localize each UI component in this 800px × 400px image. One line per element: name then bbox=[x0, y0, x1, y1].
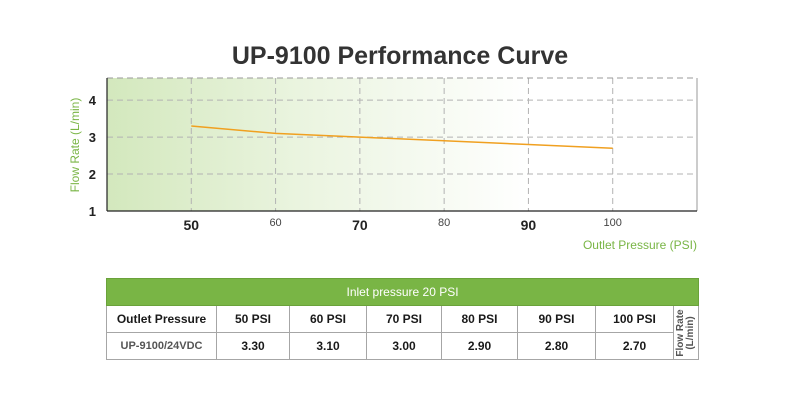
x-tick-label: 80 bbox=[438, 217, 450, 229]
table-cell: 3.10 bbox=[289, 332, 367, 360]
x-tick-label: 100 bbox=[604, 217, 622, 229]
y-tick-label: 4 bbox=[89, 93, 97, 108]
performance-table: Inlet pressure 20 PSI Outlet Pressure 50… bbox=[105, 278, 700, 360]
x-tick-label: 50 bbox=[183, 217, 199, 233]
axes bbox=[106, 78, 697, 212]
page-title: UP-9100 Performance Curve bbox=[231, 42, 569, 70]
series-line bbox=[191, 125, 613, 149]
inlet-pressure-header: Inlet pressure 20 PSI bbox=[105, 278, 700, 306]
y-tick-label: 3 bbox=[89, 130, 96, 145]
performance-chart: 1 2 3 4 50 60 70 80 90 100 Flow Rate (L/min) Outl… bbox=[68, 77, 698, 252]
x-tick-label: 90 bbox=[521, 217, 537, 233]
model-label: UP-9100/24VDC bbox=[106, 332, 217, 360]
column-header: 90 PSI bbox=[517, 305, 596, 333]
unit-label-cell: Flow Rate (L/min) bbox=[672, 305, 700, 360]
flow-rate-unit-label: Flow Rate (L/min) bbox=[675, 309, 697, 356]
x-tick-label: 70 bbox=[352, 217, 368, 233]
y-axis-label: Flow Rate (L/min) bbox=[68, 98, 82, 193]
table-cell: 2.90 bbox=[441, 332, 518, 360]
plot-background bbox=[107, 78, 530, 211]
table-cell: 3.30 bbox=[216, 332, 290, 360]
table-cell: 2.70 bbox=[595, 332, 674, 360]
column-header: 100 PSI bbox=[595, 305, 674, 333]
grid-lines bbox=[107, 77, 698, 211]
x-axis-label: Outlet Pressure (PSI) bbox=[583, 238, 697, 252]
column-header: 60 PSI bbox=[289, 305, 367, 333]
y-tick-label: 2 bbox=[89, 167, 96, 182]
table-cell: 3.00 bbox=[366, 332, 442, 360]
column-header: 70 PSI bbox=[366, 305, 442, 333]
y-tick-label: 1 bbox=[89, 204, 96, 219]
column-header: 80 PSI bbox=[441, 305, 518, 333]
x-tick-label: 60 bbox=[269, 217, 281, 229]
unit-line-2: (L/min) bbox=[685, 315, 697, 350]
column-header: 50 PSI bbox=[216, 305, 290, 333]
series-lines bbox=[191, 125, 613, 149]
tick-labels: 1 2 3 4 50 60 70 80 90 100 bbox=[89, 93, 622, 233]
table-cell: 2.80 bbox=[517, 332, 596, 360]
outlet-pressure-label: Outlet Pressure bbox=[106, 305, 217, 333]
